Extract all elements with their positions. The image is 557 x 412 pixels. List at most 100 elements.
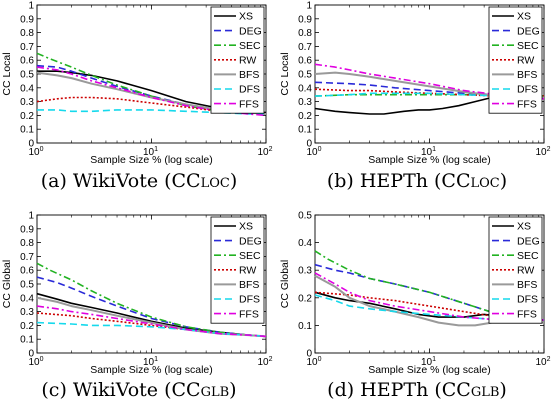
series-line-dfs — [36, 321, 267, 338]
y-tick-label: 0 — [306, 349, 312, 360]
y-tick-label: 0.5 — [20, 280, 34, 291]
caption-d-close: ) — [499, 379, 507, 401]
legend-label-deg: DEG — [517, 25, 540, 37]
y-tick-label: 0.8 — [20, 28, 34, 39]
legend-label-ffs: FFS — [517, 308, 537, 320]
x-tick-label: 101 — [421, 356, 436, 368]
legend-label-rw: RW — [239, 265, 256, 277]
caption-c-close: ) — [229, 379, 237, 401]
y-tick-label: 0.3 — [20, 307, 34, 318]
chart-panel-c: 0 0.1 0.2 0.3 0.4 0.5 0.6 0.7 0.8 0.9 1 100 101 102 Sa… — [0, 210, 278, 377]
y-tick-label: 0.5 — [298, 70, 312, 81]
x-tick-label: 101 — [143, 146, 158, 158]
y-tick-label: 1 — [306, 1, 312, 12]
y-tick-label: 0.4 — [298, 238, 312, 249]
caption-b: (b) HEPTh (CCloc) — [278, 170, 556, 192]
legend-label-rw: RW — [517, 55, 534, 67]
legend-label-sec: SEC — [517, 250, 539, 262]
x-tick-label: 101 — [143, 356, 158, 368]
chart-svg-d: 0 0.1 0.2 0.3 0.4 0.5 100 101 102 Sample Size % (… — [279, 211, 551, 377]
chart-panel-a: 0 0.1 0.2 0.3 0.4 0.5 0.6 0.7 0.8 0.9 1 100 101 102 Sa… — [0, 0, 278, 167]
y-tick-label: 0.1 — [298, 321, 312, 332]
legend-label-ffs: FFS — [239, 308, 259, 320]
legend-label-deg: DEG — [239, 25, 262, 37]
y-tick-label: 0.9 — [20, 224, 34, 235]
y-tick-label: 0.2 — [20, 321, 34, 332]
x-tick-label: 100 — [306, 146, 321, 158]
y-tick-label: 0.2 — [298, 293, 312, 304]
y-tick-label: 0.1 — [20, 335, 34, 346]
legend-label-dfs: DFS — [517, 294, 538, 306]
y-tick-label: 1 — [28, 1, 34, 12]
caption-c-text: (c) WikiVote (CC — [41, 379, 201, 401]
y-axis-label: CC Global — [1, 260, 13, 308]
y-tick-label: 0.4 — [20, 83, 34, 94]
caption-a: (a) WikiVote (CCloc) — [0, 170, 278, 192]
legend-label-sec: SEC — [239, 40, 261, 52]
legend-label-xs: XS — [239, 11, 253, 23]
x-tick-label: 102 — [535, 146, 550, 158]
x-tick-label: 100 — [306, 356, 321, 368]
chart-panel-d: 0 0.1 0.2 0.3 0.4 0.5 100 101 102 Sample Size % (… — [278, 210, 556, 377]
legend-label-ffs: FFS — [517, 98, 537, 110]
legend-label-deg: DEG — [239, 235, 262, 247]
y-tick-label: 0.3 — [298, 97, 312, 108]
legend-label-sec: SEC — [517, 40, 539, 52]
caption-b-smallcaps: loc — [470, 170, 500, 192]
legend-label-sec: SEC — [239, 250, 261, 262]
y-tick-label: 0.1 — [20, 125, 34, 136]
y-tick-label: 0.4 — [20, 293, 34, 304]
chart-svg-b: 0 0.1 0.2 0.3 0.4 0.5 0.6 0.7 0.8 0.9 1 100 101 102 Sa… — [279, 1, 551, 167]
caption-b-close: ) — [499, 170, 508, 192]
x-axis-label: Sample Size % (log scale) — [90, 154, 213, 166]
y-tick-label: 0.2 — [20, 111, 34, 122]
y-tick-label: 0.6 — [20, 266, 34, 277]
series-line-sec — [314, 93, 544, 97]
caption-a-text: (a) WikiVote (CC — [40, 170, 201, 192]
x-axis-label: Sample Size % (log scale) — [90, 364, 213, 376]
y-tick-label: 0.4 — [298, 83, 312, 94]
y-axis-label: CC Local — [1, 52, 13, 95]
y-tick-label: 0.9 — [20, 14, 34, 25]
legend-label-rw: RW — [517, 265, 534, 277]
y-tick-label: 1 — [28, 211, 34, 222]
legend-label-xs: XS — [517, 221, 531, 233]
y-tick-label: 0.8 — [20, 238, 34, 249]
y-axis-label: CC Global — [279, 260, 291, 308]
legend-label-dfs: DFS — [239, 84, 260, 96]
caption-c-smallcaps: glb — [200, 379, 230, 401]
y-tick-label: 0 — [28, 139, 34, 150]
series-line-sec — [314, 250, 544, 321]
legend-label-bfs: BFS — [517, 69, 537, 81]
caption-a-smallcaps: loc — [200, 170, 230, 192]
y-tick-label: 0.1 — [298, 125, 312, 136]
y-tick-label: 0 — [306, 139, 312, 150]
y-tick-label: 0.7 — [298, 42, 312, 53]
y-tick-label: 0.7 — [20, 252, 34, 263]
x-axis-label: Sample Size % (log scale) — [368, 154, 491, 166]
y-tick-label: 0.2 — [298, 111, 312, 122]
series-line-dfs — [37, 109, 266, 115]
chart-svg-a: 0 0.1 0.2 0.3 0.4 0.5 0.6 0.7 0.8 0.9 1 100 101 102 Sa… — [1, 1, 273, 167]
legend-label-rw: RW — [239, 55, 256, 67]
y-axis-label: CC Local — [279, 52, 291, 95]
y-tick-label: 0.5 — [20, 70, 34, 81]
legend-label-bfs: BFS — [239, 69, 259, 81]
y-tick-label: 0.5 — [298, 211, 312, 222]
y-tick-label: 0.9 — [298, 14, 312, 25]
legend-label-dfs: DFS — [239, 294, 260, 306]
y-tick-label: 0.8 — [298, 28, 312, 39]
caption-d-smallcaps: glb — [470, 379, 500, 401]
chart-panel-b: 0 0.1 0.2 0.3 0.4 0.5 0.6 0.7 0.8 0.9 1 100 101 102 Sa… — [278, 0, 556, 167]
legend-label-xs: XS — [239, 221, 253, 233]
caption-a-close: ) — [229, 170, 238, 192]
series-line-rw — [36, 312, 267, 338]
series-line-rw — [314, 291, 544, 321]
chart-svg-c: 0 0.1 0.2 0.3 0.4 0.5 0.6 0.7 0.8 0.9 1 100 101 102 Sa… — [1, 211, 273, 377]
caption-d-text: (d) HEPTh (CC — [327, 379, 471, 401]
x-tick-label: 102 — [257, 356, 272, 368]
legend-label-bfs: BFS — [517, 279, 537, 291]
legend-label-deg: DEG — [517, 235, 540, 247]
series-line-rw — [36, 96, 267, 115]
